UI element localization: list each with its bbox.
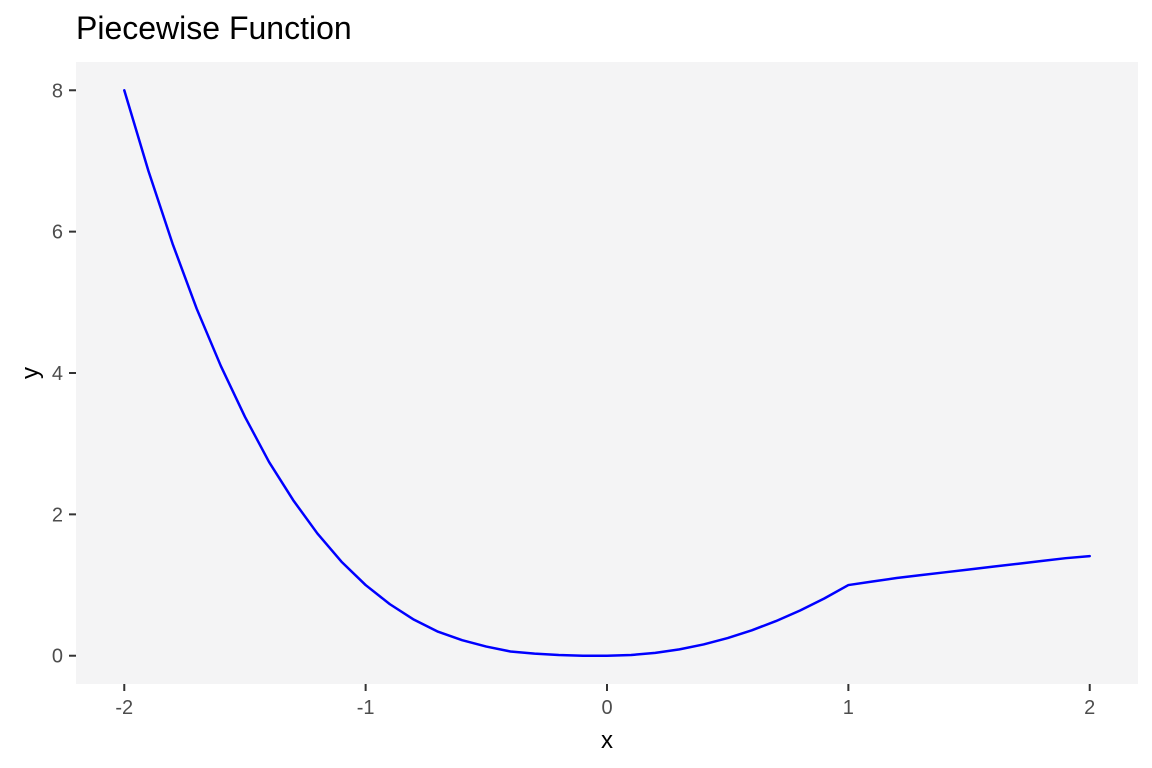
series-layer: [123, 89, 1091, 657]
x-tick-label: -1: [357, 697, 375, 719]
x-tick-label: -2: [115, 697, 133, 719]
plot-panel: [76, 62, 1138, 684]
y-tick-label: 6: [52, 222, 63, 244]
y-tick-label: 8: [52, 80, 63, 102]
x-tick-label: 2: [1084, 697, 1095, 719]
x-tick-label: 0: [601, 697, 612, 719]
x-tick-label: 1: [843, 697, 854, 719]
chart-title: Piecewise Function: [76, 10, 352, 46]
y-tick-label: 2: [52, 504, 63, 526]
series-line: [123, 89, 1091, 657]
y-axis: 0 2 4 6 8: [52, 80, 76, 668]
y-tick-label: 0: [52, 646, 63, 668]
x-axis-title: x: [601, 727, 613, 754]
x-axis: -2 -1 0 1 2: [115, 684, 1095, 719]
y-tick-label: 4: [52, 363, 63, 385]
y-axis-title: y: [17, 367, 44, 379]
